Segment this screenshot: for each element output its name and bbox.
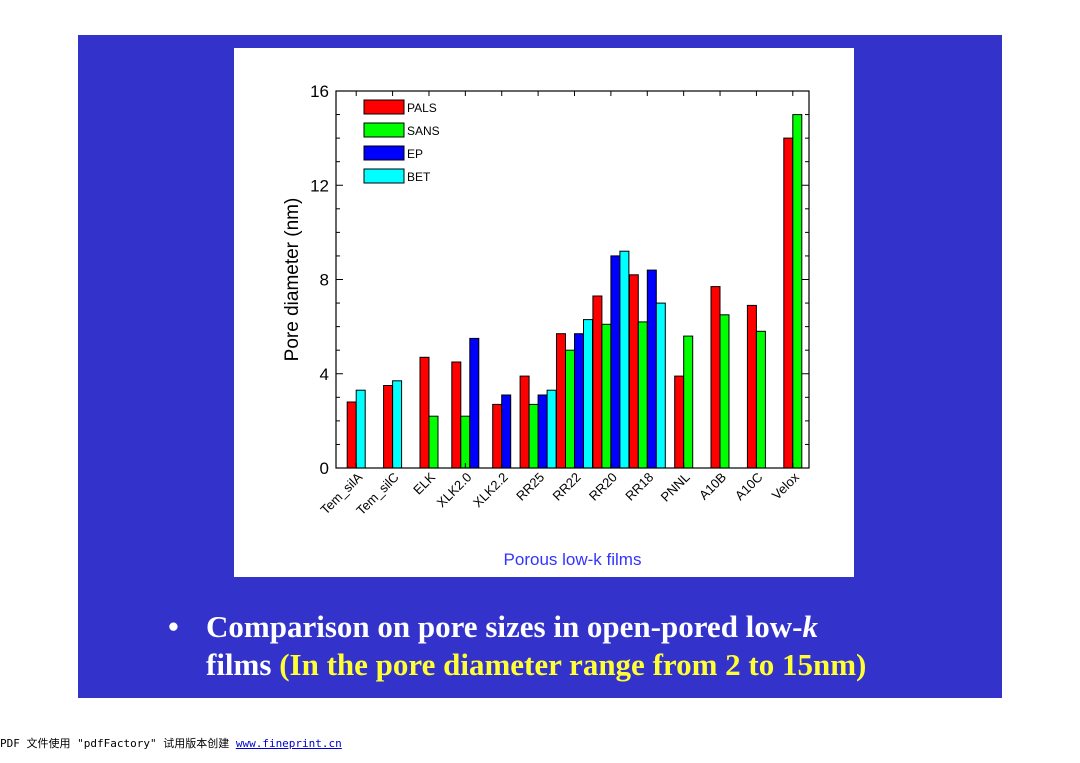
x-tick-label: XLK2.2 xyxy=(470,470,511,511)
x-tick-label: PNNL xyxy=(658,470,693,505)
y-tick-label: 12 xyxy=(310,176,329,195)
slide-caption: • Comparison on pore sizes in open-pored … xyxy=(168,608,988,684)
legend-label-pals: PALS xyxy=(407,101,437,115)
x-tick-label: RR18 xyxy=(622,470,656,504)
caption-line-2-prefix: films xyxy=(206,647,280,682)
bar-pals-rr22 xyxy=(556,333,566,469)
x-tick-label: Velox xyxy=(769,469,802,502)
footer-link[interactable]: www.fineprint.cn xyxy=(235,737,342,750)
legend-label-ep: EP xyxy=(407,147,423,161)
y-tick-label: 8 xyxy=(320,271,329,290)
legend-swatch-bet xyxy=(363,168,405,184)
slide-background: 0 4 8 12 16 Tem_silA Tem_silC ELK XLK2.0 XLK2.2 RR… xyxy=(78,35,1002,698)
x-tick-label: A10C xyxy=(732,470,766,504)
bar-sans-rr18 xyxy=(637,321,648,469)
pdf-footer: PDF 文件使用 "pdfFactory" 试用版本创建 www.finepri… xyxy=(0,735,342,751)
legend-label-bet: BET xyxy=(407,170,431,184)
caption-line-1: • Comparison on pore sizes in open-pored … xyxy=(168,608,988,646)
bar-ep-rr25 xyxy=(537,394,548,469)
bar-ep-xlk2.0 xyxy=(469,337,480,469)
bar-pals-tem_silc xyxy=(383,385,394,469)
bar-bet-rr18 xyxy=(655,302,666,469)
x-tick-label: RR25 xyxy=(513,470,547,504)
bar-bet-rr20 xyxy=(619,250,630,469)
bar-pals-pnnl xyxy=(674,375,685,469)
bullet-glyph: • xyxy=(168,609,179,644)
bar-pals-velox xyxy=(783,137,794,469)
chart-panel: 0 4 8 12 16 Tem_silA Tem_silC ELK XLK2.0 XLK2.2 RR… xyxy=(234,48,854,577)
x-tick-label: A10B xyxy=(696,470,729,503)
caption-line-2: films (In the pore diameter range from 2… xyxy=(168,646,988,684)
bar-pals-a10c xyxy=(746,304,757,469)
bar-ep-rr22 xyxy=(574,333,584,469)
y-tick-label: 4 xyxy=(320,365,329,384)
x-tick-label: ELK xyxy=(410,469,438,497)
bar-pals-rr18 xyxy=(628,274,639,469)
bar-sans-elk xyxy=(428,415,439,469)
legend-swatch-ep xyxy=(363,145,405,161)
y-tick-label: 0 xyxy=(320,459,329,478)
legend-label-sans: SANS xyxy=(407,124,440,138)
bar-pals-xlk2.2 xyxy=(492,403,503,469)
bar-sans-pnnl xyxy=(683,335,694,469)
legend-swatch-pals xyxy=(363,99,405,115)
legend-swatch-sans xyxy=(363,122,405,138)
bar-bet-tem_silc xyxy=(392,380,403,469)
bar-sans-rr20 xyxy=(601,323,612,469)
x-axis-label: Porous low-k films xyxy=(504,550,642,569)
bar-sans-velox xyxy=(792,114,803,469)
footer-text: PDF 文件使用 "pdfFactory" 试用版本创建 xyxy=(0,737,236,750)
bar-ep-rr20 xyxy=(610,255,621,469)
caption-highlight: (In the pore diameter range from 2 to 15… xyxy=(279,647,867,682)
bar-pals-rr20 xyxy=(592,295,603,469)
bar-pals-xlk2.0 xyxy=(451,361,462,469)
bar-pals-rr25 xyxy=(519,375,530,469)
bar-sans-xlk2.0 xyxy=(460,415,471,469)
bar-pals-elk xyxy=(419,356,430,469)
bar-sans-rr22 xyxy=(565,349,575,469)
bar-pals-a10b xyxy=(710,286,721,469)
bar-ep-xlk2.2 xyxy=(501,394,512,469)
bar-ep-rr18 xyxy=(646,269,657,469)
caption-italic-k: k xyxy=(802,609,819,644)
caption-line-1-text: Comparison on pore sizes in open-pored l… xyxy=(206,609,803,644)
bar-pals-tem_sila xyxy=(346,401,357,469)
y-tick-label: 16 xyxy=(310,82,329,101)
bar-bet-rr22 xyxy=(583,319,593,469)
bar-sans-a10b xyxy=(719,314,730,469)
bar-bet-rr25 xyxy=(546,389,557,469)
x-tick-label: RR20 xyxy=(586,470,620,504)
bar-bet-tem_sila xyxy=(355,389,366,469)
bar-sans-a10c xyxy=(755,330,766,469)
bar-sans-rr25 xyxy=(528,403,539,469)
x-tick-label: RR22 xyxy=(550,470,584,504)
x-tick-label: XLK2.0 xyxy=(434,470,475,511)
y-axis-label: Pore diameter (nm) xyxy=(282,198,303,362)
